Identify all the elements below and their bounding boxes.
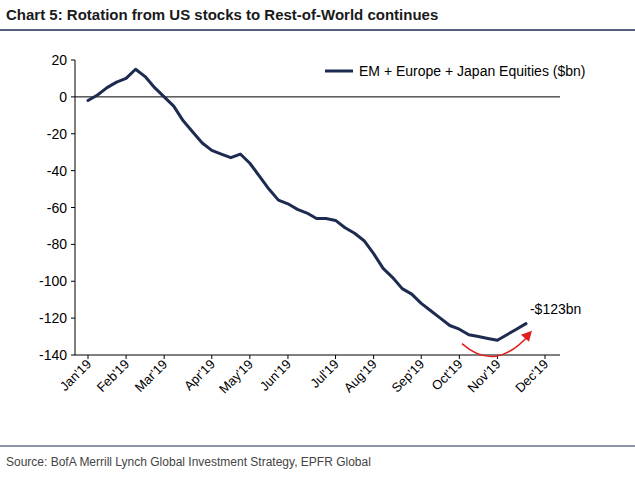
x-tick-label: Jul'19 [307, 357, 341, 391]
x-tick-label: Sep'19 [388, 357, 427, 396]
series-line [88, 69, 526, 340]
y-tick-label: -60 [47, 200, 67, 216]
x-tick-label: Jun'19 [257, 357, 294, 394]
x-tick-label: Nov'19 [465, 357, 504, 396]
y-axis [75, 60, 76, 355]
y-tick-label: -20 [47, 126, 67, 142]
x-axis [75, 355, 560, 356]
x-tick [421, 355, 422, 359]
y-tick [71, 60, 75, 61]
annotation: -$123bn [530, 301, 581, 317]
x-tick-label: Oct'19 [429, 357, 466, 394]
y-tick [71, 244, 75, 245]
x-tick [545, 355, 546, 359]
source: Source: BofA Merrill Lynch Global Invest… [6, 455, 371, 469]
y-tick-label: -140 [39, 347, 67, 363]
title-rule [0, 29, 635, 31]
x-tick-label: Mar'19 [132, 357, 170, 395]
x-tick [88, 355, 89, 359]
arrow [462, 334, 530, 357]
y-tick-label: -80 [47, 236, 67, 252]
y-tick-label: -40 [47, 163, 67, 179]
x-tick [373, 355, 374, 359]
y-tick [71, 96, 75, 97]
y-tick [71, 318, 75, 319]
x-tick [126, 355, 127, 359]
y-tick-label: 20 [51, 52, 67, 68]
x-tick-label: Apr'19 [181, 357, 218, 394]
y-tick [71, 170, 75, 171]
x-tick [459, 355, 460, 359]
x-tick-label: Aug'19 [341, 357, 380, 396]
x-tick [335, 355, 336, 359]
y-tick [71, 355, 75, 356]
title: Chart 5: Rotation from US stocks to Rest… [6, 6, 438, 23]
x-tick-label: Dec'19 [512, 357, 551, 396]
legend-label: EM + Europe + Japan Equities ($bn) [359, 63, 585, 79]
arrow-head [521, 331, 532, 342]
x-tick-label: Feb'19 [94, 357, 132, 395]
chart: Chart 5: Rotation from US stocks to Rest… [0, 0, 635, 480]
legend-swatch [325, 70, 353, 73]
y-tick [71, 281, 75, 282]
y-tick-label: -100 [39, 273, 67, 289]
y-tick-label: -120 [39, 310, 67, 326]
x-tick [164, 355, 165, 359]
x-tick [249, 355, 250, 359]
zero-line [75, 96, 560, 97]
y-tick-label: 0 [59, 89, 67, 105]
x-tick [287, 355, 288, 359]
plot-area [88, 69, 526, 340]
x-tick-label: Jan'19 [57, 357, 94, 394]
x-tick [211, 355, 212, 359]
source-rule [0, 446, 635, 447]
y-tick [71, 207, 75, 208]
x-tick-label: May'19 [216, 357, 256, 397]
y-tick [71, 133, 75, 134]
